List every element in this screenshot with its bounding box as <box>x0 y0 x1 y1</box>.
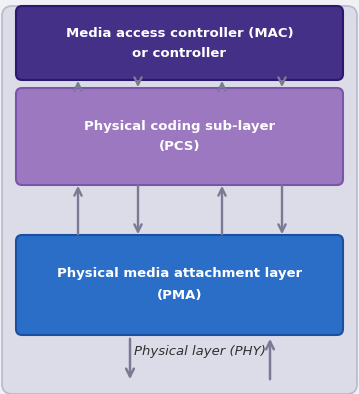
Text: Media access controller (MAC): Media access controller (MAC) <box>66 26 293 39</box>
Text: or controller: or controller <box>132 46 227 59</box>
Text: Physical media attachment layer: Physical media attachment layer <box>57 266 302 279</box>
FancyBboxPatch shape <box>16 6 343 80</box>
Text: Physical coding sub-layer: Physical coding sub-layer <box>84 120 275 133</box>
Text: (PMA): (PMA) <box>157 288 202 301</box>
Text: Physical layer (PHY): Physical layer (PHY) <box>134 346 266 359</box>
FancyBboxPatch shape <box>2 6 357 394</box>
FancyBboxPatch shape <box>16 88 343 185</box>
Text: (PCS): (PCS) <box>159 140 200 153</box>
FancyBboxPatch shape <box>16 235 343 335</box>
